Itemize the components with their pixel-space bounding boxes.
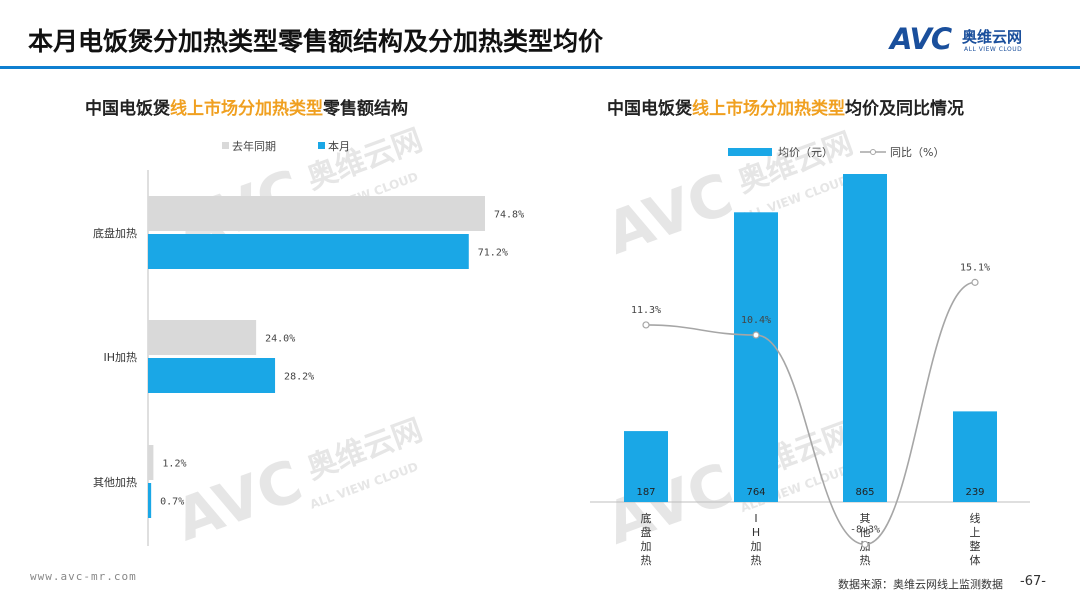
footer-url: www.avc-mr.com [30,570,137,583]
category-label: 底盘加热 [641,511,652,567]
title-rule [0,66,1080,69]
bar-current [148,358,276,393]
legend-swatch-avg-price [728,148,772,156]
legend-label-avg-price: 均价（元） [778,146,833,159]
yoy-value-label: -8.3% [850,524,880,535]
left-title-prefix: 中国电饭煲 [85,99,170,119]
share-bar-chart: 去年同期 本月 74.8% 71.2% 底盘加热 24.0% 28.2% IH加热 1.2% 0.… [93,139,524,546]
yoy-point [861,540,869,549]
bar-value-label: 74.8% [494,210,524,221]
legend-swatch-current [318,142,325,149]
category-label: 其他加热 [93,476,137,489]
bar-value-label: 187 [636,487,655,498]
price-combo-chart: 均价（元） 同比（%） 187 底盘加热 764 IH加热 865 其他加热 239 线上整体 11… [590,146,1030,567]
category-label: IH加热 [103,351,137,364]
logo-chinese: 奥维云网 [962,28,1023,46]
legend-label-last-year: 去年同期 [232,139,276,153]
right-chart-title: 中国电饭煲线上市场分加热类型均价及同比情况 [607,94,964,119]
category-label: 底盘加热 [93,226,137,240]
bar-value-label: 28.2% [284,372,314,383]
bar-avg-price [624,431,668,502]
legend-swatch-last-year [222,142,229,149]
logo-mark: AVC [890,22,952,56]
bar-value-label: 239 [965,487,984,498]
yoy-point [752,331,760,339]
right-title-highlight: 线上市场分加热类型 [692,99,845,119]
bar-value-label: 0.7% [160,497,184,508]
bar-avg-price [734,212,778,502]
bar-value-label: 865 [855,487,874,498]
data-source-note: 数据来源：奥维云网线上监测数据 [838,578,1003,591]
avc-logo: AVC 奥维云网 ALL VIEW CLOUD [890,22,1022,56]
left-title-suffix: 零售额结构 [323,99,408,119]
category-label: 其他加热 [860,512,871,567]
logo-english: ALL VIEW CLOUD [964,46,1023,53]
legend-marker-yoy [870,149,876,155]
yoy-point [642,321,650,329]
left-chart-title: 中国电饭煲线上市场分加热类型零售额结构 [85,94,408,119]
right-title-suffix: 均价及同比情况 [845,99,964,119]
bar-value-label: 764 [746,487,765,498]
bar-current [148,234,469,269]
bar-value-label: 24.0% [265,334,295,345]
yoy-line [645,281,976,546]
bar-last-year [148,320,257,355]
bar-current [148,483,152,518]
legend-label-current: 本月 [328,139,350,153]
yoy-point [971,278,979,286]
yoy-value-label: 10.4% [741,315,771,326]
left-title-highlight: 线上市场分加热类型 [170,99,323,119]
page-number: -67- [1020,574,1046,589]
bar-value-label: 1.2% [162,459,186,470]
bar-last-year [148,445,154,480]
bar-avg-price [953,411,997,502]
yoy-value-label: 11.3% [631,305,661,316]
bar-value-label: 71.2% [478,248,508,259]
yoy-value-label: 15.1% [960,262,990,273]
right-title-prefix: 中国电饭煲 [607,99,692,119]
page-title: 本月电饭煲分加热类型零售额结构及分加热类型均价 [28,27,604,56]
bar-last-year [148,196,485,231]
bar-avg-price [843,174,887,502]
category-label: 线上整体 [970,511,981,567]
legend-label-yoy: 同比（%） [890,146,944,159]
